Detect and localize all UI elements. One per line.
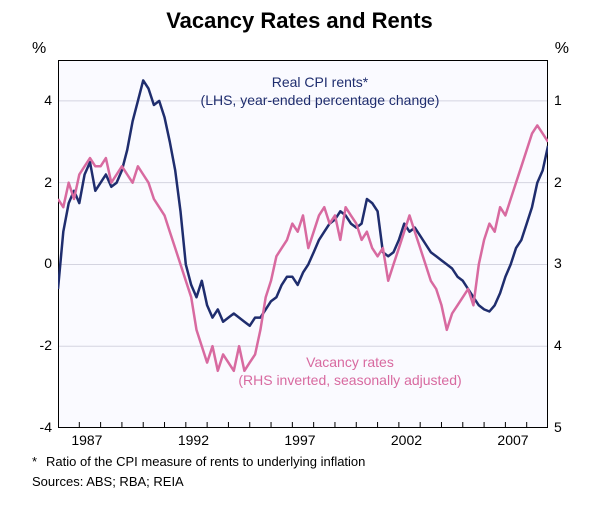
chart-title: Vacancy Rates and Rents [0,8,599,34]
sources: Sources: ABS; RBA; REIA [32,474,184,489]
series-label-rents: Real CPI rents*(LHS, year-ended percenta… [190,74,450,109]
left-tick: -2 [12,337,52,353]
x-tick: 1987 [67,432,107,448]
chart-container: Vacancy Rates and Rents % % -4 -2 0 2 4 1 2 3 4… [0,0,599,512]
right-tick: 4 [554,337,594,353]
left-axis-unit: % [32,40,46,58]
left-tick: -4 [12,419,52,435]
right-tick: 2 [554,174,594,190]
footnote: *Ratio of the CPI measure of rents to un… [32,454,365,469]
x-tick: 1997 [280,432,320,448]
left-tick: 0 [12,255,52,271]
left-tick: 4 [12,92,52,108]
right-axis-unit: % [555,40,569,58]
left-tick: 2 [12,174,52,190]
right-tick: 1 [554,92,594,108]
right-tick: 3 [554,255,594,271]
series-label-vacancy: Vacancy rates(RHS inverted, seasonally a… [220,354,480,389]
x-tick: 2007 [493,432,533,448]
right-tick: 5 [554,419,594,435]
x-tick: 1992 [173,432,213,448]
x-tick: 2002 [386,432,426,448]
